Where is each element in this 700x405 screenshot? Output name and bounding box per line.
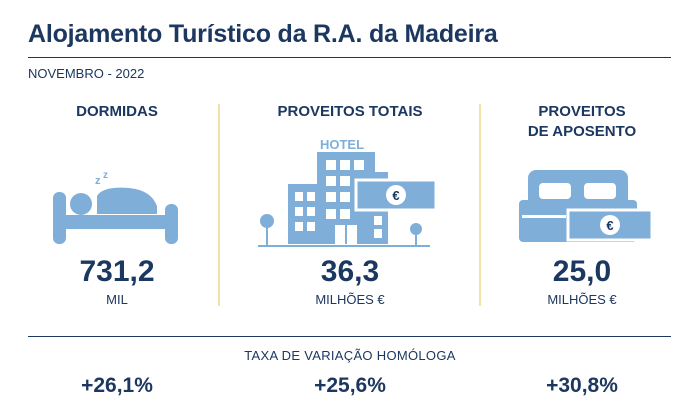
hotel-icon: HOTEL € <box>258 137 438 247</box>
indicator-value: 731,2 <box>79 255 155 288</box>
indicator-heading-line: PROVEITOS <box>538 103 626 120</box>
indicator-unit: MILHÕES € <box>315 292 385 307</box>
hotel-sign-text: HOTEL <box>320 137 364 152</box>
currency-symbol: € <box>392 188 399 203</box>
indicator-heading: PROVEITOS TOTAIS <box>277 103 423 120</box>
svg-text:z: z <box>103 170 108 181</box>
svg-text:z: z <box>95 175 101 187</box>
indicator-heading: DORMIDAS <box>76 103 158 120</box>
title-divider <box>28 57 671 58</box>
variation-value: +25,6% <box>314 374 386 397</box>
variation-value: +26,1% <box>81 374 153 397</box>
indicator-value: 25,0 <box>552 255 612 288</box>
sleeping-person-icon: z z <box>53 170 178 244</box>
indicator-dormidas: DORMIDAS z z 731,2 MIL <box>17 0 217 320</box>
column-divider <box>218 104 220 306</box>
page-title: Alojamento Turístico da R.A. da Madeira <box>28 20 498 48</box>
period-label: NOVEMBRO - 2022 <box>28 66 145 81</box>
variation-label: TAXA DE VARIAÇÃO HOMÓLOGA <box>244 348 456 363</box>
indicator-heading: PROVEITOS DE APOSENTO <box>482 102 682 142</box>
bed-icon: € <box>519 170 654 242</box>
indicator-unit: MILHÕES € <box>547 292 617 307</box>
indicator-unit: MIL <box>106 292 128 307</box>
variation-value: +30,8% <box>546 374 618 397</box>
indicator-value: 36,3 <box>320 255 380 288</box>
indicator-proveitos-totais: PROVEITOS TOTAIS HOTEL € 36,3 <box>250 0 450 320</box>
indicator-proveitos-aposento: PROVEITOS DE APOSENTO € 25,0 MILHÕES € <box>482 0 682 320</box>
currency-symbol: € <box>606 218 613 233</box>
variation-divider <box>28 336 671 337</box>
indicator-heading-line: DE APOSENTO <box>527 123 637 140</box>
column-divider <box>479 104 481 306</box>
